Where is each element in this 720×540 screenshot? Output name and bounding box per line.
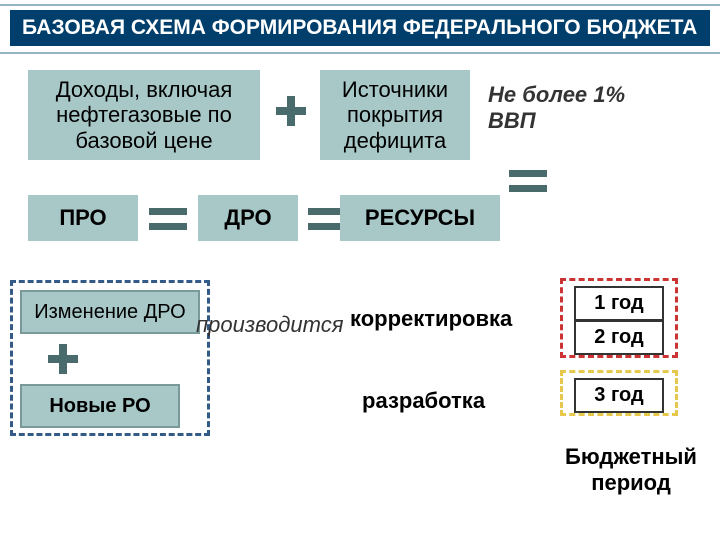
annotation-limit: Не более 1% ВВП [488, 82, 628, 134]
box-incomes: Доходы, включая нефтегазовые по базовой … [28, 70, 260, 160]
annotation-produced: производится [196, 312, 344, 338]
period-caption: Бюджетный период [556, 444, 706, 496]
equals-icon [509, 170, 547, 192]
box-change-dro: Изменение ДРО [20, 290, 200, 334]
box-sources: Источники покрытия дефицита [320, 70, 470, 160]
box-resources: РЕСУРСЫ [340, 195, 500, 241]
accent-line-under-title [0, 52, 720, 54]
label-correction: корректировка [350, 306, 512, 332]
year-1: 1 год [574, 286, 664, 321]
equals-icon [149, 208, 187, 230]
box-new-ro: Новые РО [20, 384, 180, 428]
label-development: разработка [362, 388, 485, 414]
page-title: БАЗОВАЯ СХЕМА ФОРМИРОВАНИЯ ФЕДЕРАЛЬНОГО … [10, 10, 710, 46]
plus-icon [276, 96, 306, 126]
box-dro: ДРО [198, 195, 298, 241]
year-2: 2 год [574, 320, 664, 355]
box-pro: ПРО [28, 195, 138, 241]
plus-icon [48, 344, 78, 374]
accent-line-top [0, 4, 720, 6]
year-3: 3 год [574, 378, 664, 413]
